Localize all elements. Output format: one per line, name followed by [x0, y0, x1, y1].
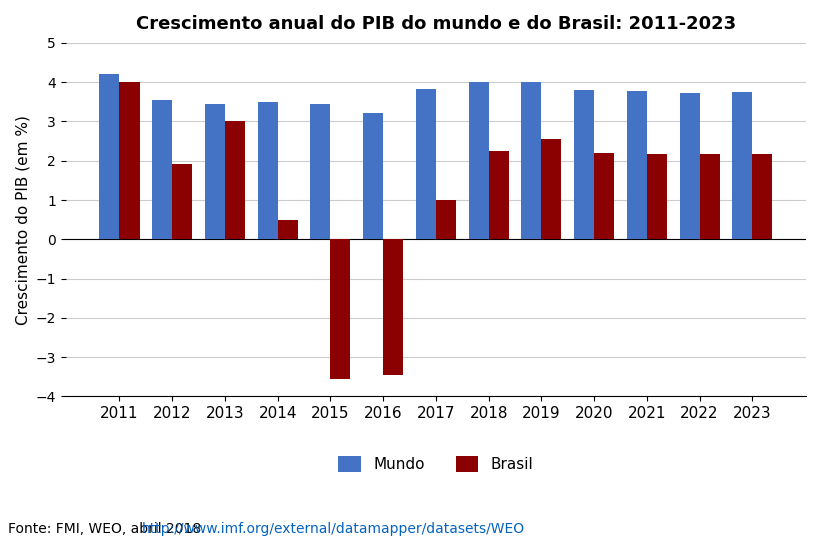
- Bar: [416, 89, 436, 239]
- Bar: [152, 100, 172, 239]
- Bar: [99, 73, 120, 239]
- Bar: [626, 91, 647, 239]
- Bar: [363, 113, 383, 239]
- Bar: [699, 154, 720, 239]
- Bar: [469, 82, 488, 239]
- Bar: [310, 104, 330, 239]
- Bar: [541, 139, 562, 239]
- Text: http://www.imf.org/external/datamapper/datasets/WEO: http://www.imf.org/external/datamapper/d…: [141, 522, 525, 536]
- Bar: [330, 239, 351, 379]
- Bar: [205, 104, 225, 239]
- Title: Crescimento anual do PIB do mundo e do Brasil: 2011-2023: Crescimento anual do PIB do mundo e do B…: [135, 15, 736, 33]
- Bar: [752, 154, 773, 239]
- Y-axis label: Crescimento do PIB (em %): Crescimento do PIB (em %): [15, 115, 30, 324]
- Bar: [488, 151, 509, 239]
- Bar: [647, 154, 667, 239]
- Bar: [172, 164, 192, 239]
- Bar: [225, 121, 245, 239]
- Text: Fonte: FMI, WEO, abril 2018: Fonte: FMI, WEO, abril 2018: [8, 522, 206, 536]
- Bar: [680, 93, 699, 239]
- Bar: [277, 220, 298, 239]
- Bar: [732, 92, 752, 239]
- Bar: [258, 102, 277, 239]
- Bar: [436, 200, 456, 239]
- Legend: Mundo, Brasil: Mundo, Brasil: [333, 450, 539, 478]
- Bar: [574, 90, 594, 239]
- Bar: [521, 82, 541, 239]
- Bar: [594, 153, 614, 239]
- Bar: [383, 239, 403, 375]
- Bar: [120, 82, 140, 239]
